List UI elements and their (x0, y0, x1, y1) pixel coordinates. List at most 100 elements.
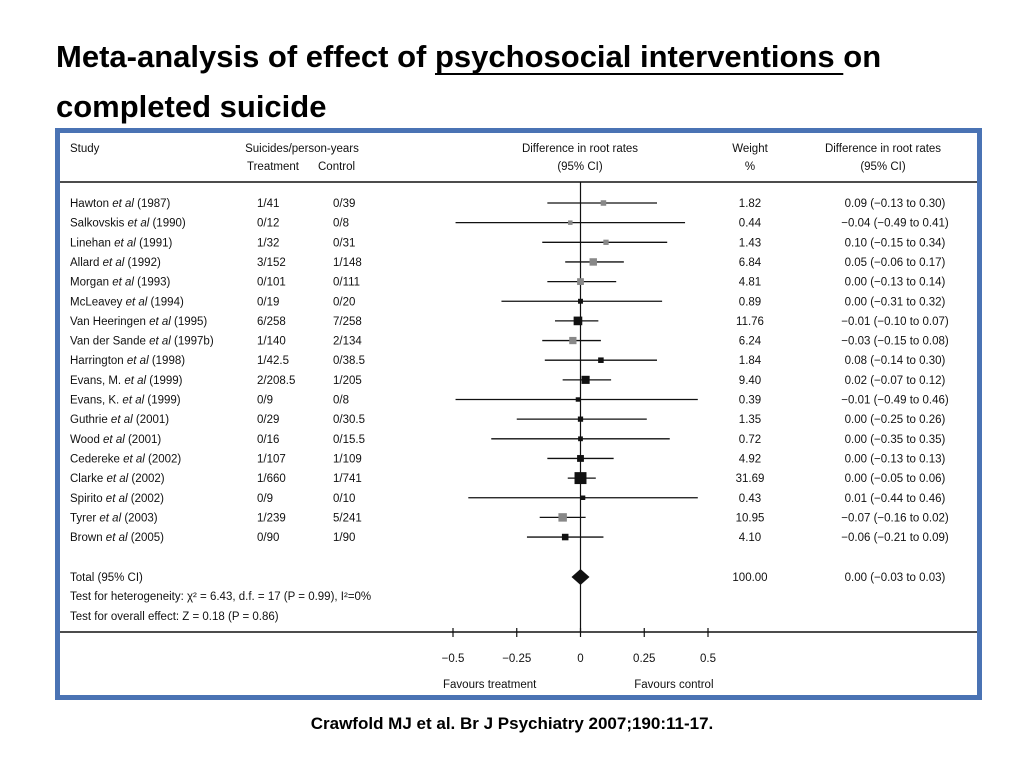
study-control: 1/205 (333, 375, 362, 387)
study-control: 0/15.5 (333, 434, 365, 446)
header-control: Control (318, 161, 355, 173)
study-treatment: 0/90 (257, 532, 279, 544)
header-treatment: Treatment (247, 161, 300, 173)
total-weight: 100.00 (732, 572, 767, 584)
x-tick-label: 0 (577, 653, 583, 665)
study-treatment: 0/19 (257, 296, 279, 308)
study-weight: 10.95 (736, 512, 765, 524)
x-tick-label: 0.5 (700, 653, 716, 665)
study-treatment: 0/12 (257, 218, 279, 230)
study-treatment: 3/152 (257, 257, 286, 269)
study-control: 0/10 (333, 493, 355, 505)
study-marker (580, 495, 586, 500)
header-result-ci: (95% CI) (860, 161, 906, 173)
study-ci-text: 0.08 (−0.14 to 0.30) (845, 355, 946, 367)
study-control: 0/38.5 (333, 355, 365, 367)
study-marker (577, 416, 584, 422)
study-control: 0/39 (333, 198, 355, 210)
forest-plot-frame: Study Suicides/person-years Treatment Contr… (55, 128, 982, 700)
study-control: 0/20 (333, 296, 355, 308)
study-ci-text: 0.02 (−0.07 to 0.12) (845, 375, 946, 387)
study-ci-text: 0.05 (−0.06 to 0.17) (845, 257, 946, 269)
study-weight: 1.82 (739, 198, 761, 210)
x-tick-label: 0.25 (633, 653, 655, 665)
header-study: Study (70, 143, 100, 155)
overall-effect-text: Test for overall effect: Z = 0.18 (P = 0… (70, 611, 279, 623)
study-label: Salkovskis et al (1990) (70, 218, 186, 230)
slide-title: Meta-analysis of effect of psychosocial … (56, 32, 996, 132)
header-effect-ci: (95% CI) (557, 161, 603, 173)
header-weight-unit: % (745, 161, 755, 173)
study-ci-text: 0.00 (−0.13 to 0.14) (845, 277, 946, 289)
header-effect: Difference in root rates (522, 143, 638, 155)
study-ci-text: 0.00 (−0.35 to 0.35) (845, 434, 946, 446)
study-weight: 1.43 (739, 237, 761, 249)
study-treatment: 0/101 (257, 277, 286, 289)
study-treatment: 6/258 (257, 316, 286, 328)
total-label: Total (95% CI) (70, 572, 143, 584)
study-control: 1/741 (333, 473, 362, 485)
total-ci-text: 0.00 (−0.03 to 0.03) (845, 572, 946, 584)
study-label: Van Heeringen et al (1995) (70, 316, 207, 328)
study-label: McLeavey et al (1994) (70, 296, 184, 308)
study-marker (575, 397, 581, 402)
x-tick-label: −0.25 (502, 653, 531, 665)
study-ci-text: 0.09 (−0.13 to 0.30) (845, 198, 946, 210)
study-label: Harrington et al (1998) (70, 355, 185, 367)
study-label: Spirito et al (2002) (70, 493, 164, 505)
study-marker (589, 258, 597, 266)
study-label: Allard et al (1992) (70, 257, 161, 269)
study-marker (603, 239, 609, 245)
x-tick-label: −0.5 (442, 653, 465, 665)
study-ci-text: 0.01 (−0.44 to 0.46) (845, 493, 946, 505)
study-treatment: 1/32 (257, 237, 279, 249)
study-treatment: 0/9 (257, 493, 273, 505)
title-part1: Meta-analysis of effect of (56, 39, 435, 74)
study-label: Brown et al (2005) (70, 532, 164, 544)
study-control: 0/8 (333, 395, 349, 407)
study-marker (578, 436, 583, 442)
study-label: Van der Sande et al (1997b) (70, 336, 214, 348)
study-ci-text: −0.04 (−0.49 to 0.41) (841, 218, 949, 230)
study-control: 1/109 (333, 453, 362, 465)
study-marker (598, 357, 604, 363)
study-marker (558, 513, 567, 522)
study-label: Cedereke et al (2002) (70, 453, 181, 465)
study-treatment: 0/9 (257, 395, 273, 407)
study-ci-text: 0.00 (−0.25 to 0.26) (845, 414, 946, 426)
study-label: Hawton et al (1987) (70, 198, 171, 210)
study-control: 0/111 (333, 277, 360, 289)
study-treatment: 1/41 (257, 198, 279, 210)
title-underlined: psychosocial interventions (434, 39, 844, 74)
study-treatment: 1/239 (257, 512, 286, 524)
study-control: 1/90 (333, 532, 355, 544)
study-weight: 6.84 (739, 257, 762, 269)
study-ci-text: −0.06 (−0.21 to 0.09) (841, 532, 949, 544)
study-control: 2/134 (333, 336, 362, 348)
forest-plot: Study Suicides/person-years Treatment Contr… (60, 143, 977, 691)
header-result: Difference in root rates (825, 143, 941, 155)
study-marker (577, 278, 584, 285)
study-label: Linehan et al (1991) (70, 237, 172, 249)
study-ci-text: −0.03 (−0.15 to 0.08) (841, 336, 949, 348)
study-ci-text: 0.00 (−0.13 to 0.13) (845, 453, 946, 465)
study-marker (561, 533, 569, 541)
heterogeneity-text: Test for heterogeneity: χ² = 6.43, d.f. … (70, 591, 371, 603)
study-control: 0/30.5 (333, 414, 365, 426)
study-weight: 4.81 (739, 277, 761, 289)
study-weight: 0.44 (739, 218, 762, 230)
citation: Crawfold MJ et al. Br J Psychiatry 2007;… (310, 714, 714, 733)
study-marker (577, 455, 584, 462)
study-weight: 0.39 (739, 395, 761, 407)
study-treatment: 1/140 (257, 336, 286, 348)
study-treatment: 2/208.5 (257, 375, 295, 387)
study-ci-text: 0.00 (−0.31 to 0.32) (845, 296, 946, 308)
study-control: 1/148 (333, 257, 362, 269)
study-label: Morgan et al (1993) (70, 277, 171, 289)
study-label: Evans, K. et al (1999) (70, 395, 181, 407)
study-weight: 9.40 (739, 375, 761, 387)
study-ci-text: 0.00 (−0.05 to 0.06) (845, 473, 946, 485)
study-ci-text: −0.01 (−0.49 to 0.46) (841, 395, 949, 407)
xlabel-favours-treatment: Favours treatment (443, 679, 537, 691)
study-ci-text: 0.10 (−0.15 to 0.34) (845, 237, 946, 249)
